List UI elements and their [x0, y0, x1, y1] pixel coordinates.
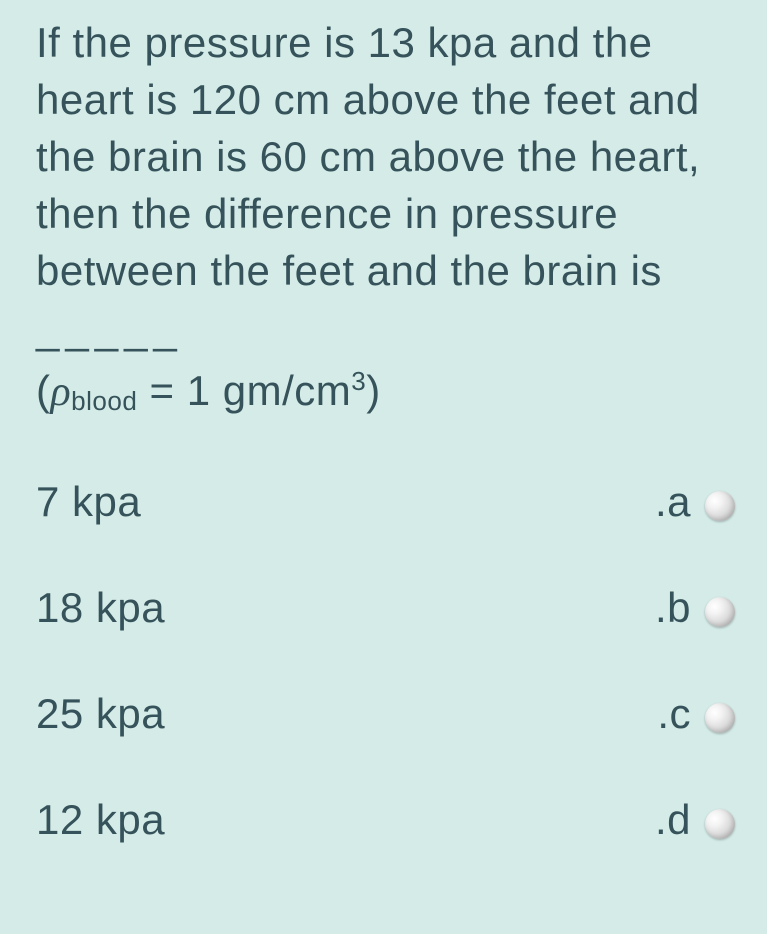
option-text: 12 kpa	[36, 796, 165, 844]
options-list: 7 kpa .a 18 kpa .b 25 kpa .c 12 kpa .d	[36, 478, 735, 844]
formula-superscript: 3	[351, 366, 366, 396]
option-letter: .b	[655, 584, 691, 632]
radio-icon[interactable]	[705, 491, 735, 521]
radio-icon[interactable]	[705, 597, 735, 627]
option-b[interactable]: 18 kpa .b	[36, 584, 735, 632]
question-line: between the feet and the brain is	[36, 247, 662, 294]
option-letter: .a	[655, 478, 691, 526]
formula-open: (	[36, 367, 51, 414]
formula-close: )	[366, 367, 381, 414]
question-text: If the pressure is 13 kpa and the heart …	[36, 14, 735, 357]
option-letter: .d	[655, 796, 691, 844]
formula-subscript: blood	[71, 386, 137, 416]
formula-mid: = 1 gm/cm	[137, 367, 351, 414]
question-line: If the pressure is 13 kpa and the	[36, 19, 653, 66]
option-text: 18 kpa	[36, 584, 165, 632]
option-a[interactable]: 7 kpa .a	[36, 478, 735, 526]
question-blank: _____	[36, 305, 183, 352]
option-letter: .c	[657, 690, 691, 738]
option-text: 7 kpa	[36, 478, 141, 526]
question-line: the brain is 60 cm above the heart,	[36, 133, 700, 180]
option-d[interactable]: 12 kpa .d	[36, 796, 735, 844]
question-line: then the difference in pressure	[36, 190, 618, 237]
question-line: heart is 120 cm above the feet and	[36, 76, 700, 123]
formula: (ρblood = 1 gm/cm3)	[36, 367, 735, 416]
option-text: 25 kpa	[36, 690, 165, 738]
radio-icon[interactable]	[705, 703, 735, 733]
radio-icon[interactable]	[705, 809, 735, 839]
formula-rho: ρ	[51, 369, 72, 415]
option-c[interactable]: 25 kpa .c	[36, 690, 735, 738]
